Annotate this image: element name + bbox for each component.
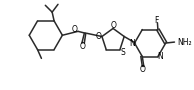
Text: F: F: [155, 16, 159, 25]
Text: N: N: [130, 39, 135, 48]
Text: NH₂: NH₂: [177, 38, 192, 47]
Text: O: O: [80, 42, 86, 51]
Text: O: O: [110, 21, 116, 30]
Text: O: O: [139, 65, 145, 74]
Text: S: S: [120, 48, 125, 57]
Text: O: O: [72, 25, 78, 34]
Text: O: O: [96, 32, 101, 41]
Text: N: N: [157, 52, 163, 61]
